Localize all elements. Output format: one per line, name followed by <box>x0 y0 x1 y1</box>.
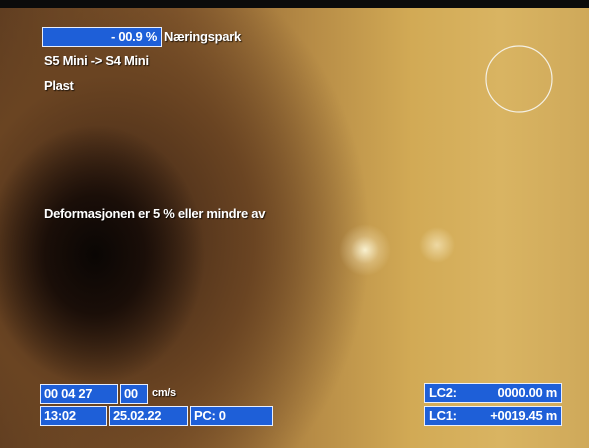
lc1-label: LC1: <box>429 407 457 425</box>
pc: PC: 0 <box>190 406 273 426</box>
counter: 00 04 27 <box>40 384 118 404</box>
time: 13:02 <box>40 406 107 426</box>
location: Næringspark <box>164 27 241 46</box>
speed-unit: cm/s <box>152 384 176 403</box>
lc1-value: +0019.45 m <box>490 407 557 425</box>
material: Plast <box>44 76 74 95</box>
section: S5 Mini -> S4 Mini <box>44 51 149 70</box>
lc2: LC2: 0000.00 m <box>424 383 562 403</box>
speed: 00 <box>120 384 148 404</box>
camera-frame: - 00.9 % Næringspark S5 Mini -> S4 Mini … <box>0 0 589 448</box>
lc1: LC1: +0019.45 m <box>424 406 562 426</box>
date: 25.02.22 <box>109 406 188 426</box>
message: Deformasjonen er 5 % eller mindre av <box>44 204 265 223</box>
inclination: - 00.9 % <box>42 27 162 47</box>
lc2-value: 0000.00 m <box>498 384 557 402</box>
lc2-label: LC2: <box>429 384 457 402</box>
target-circle <box>486 46 552 112</box>
